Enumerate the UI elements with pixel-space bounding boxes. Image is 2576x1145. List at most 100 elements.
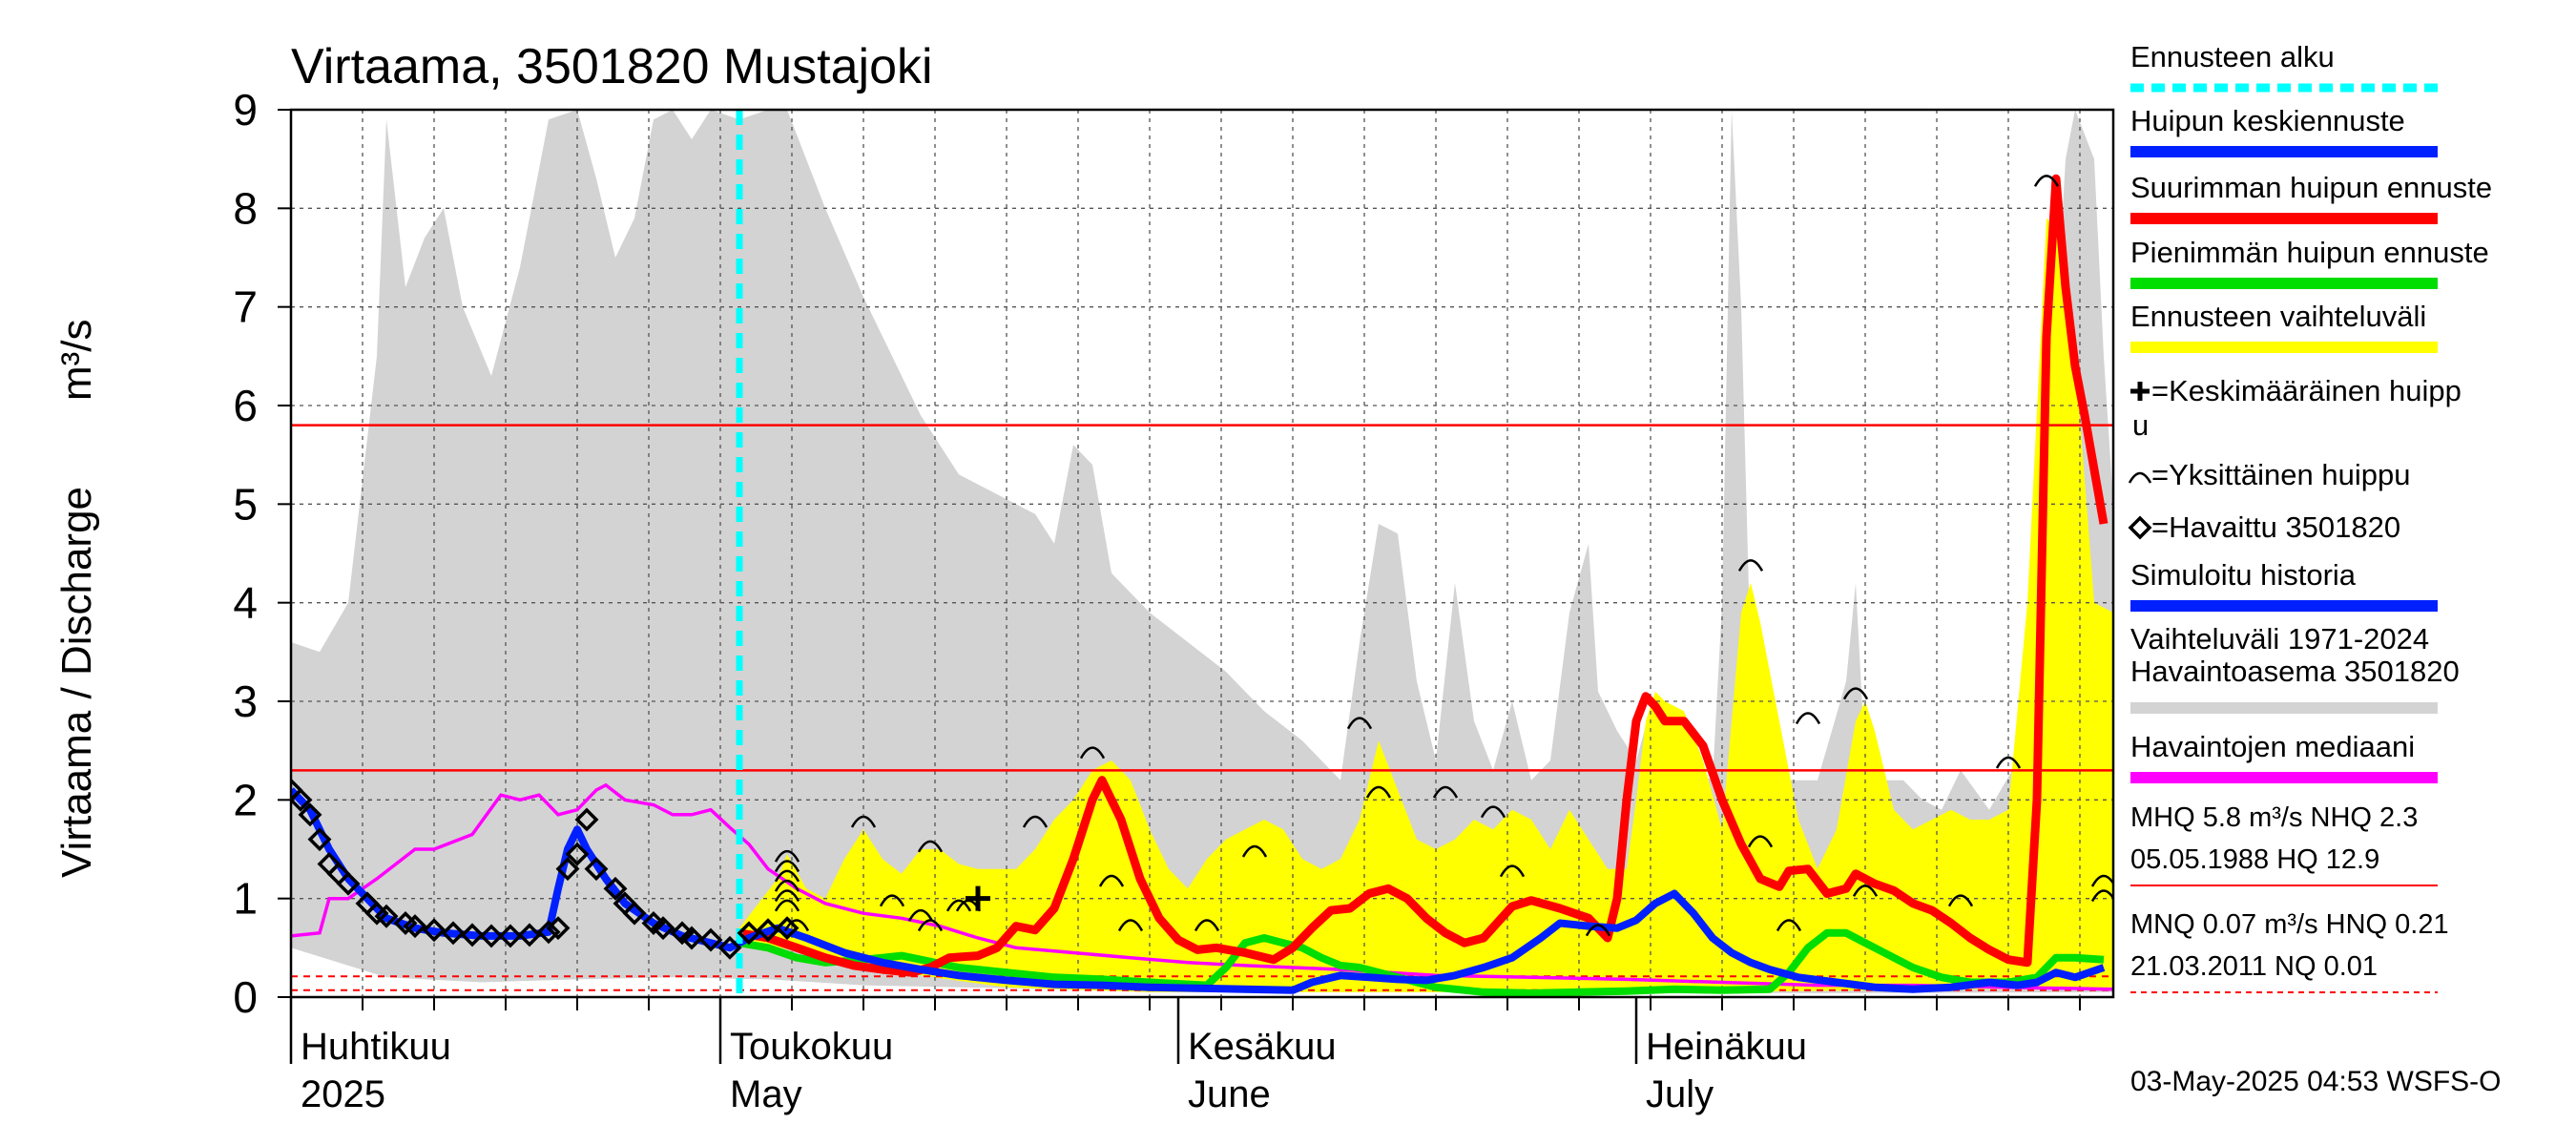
y-tick-label: 9: [233, 85, 258, 135]
legend-label: Havaintojen mediaani: [2130, 730, 2415, 763]
y-tick-label: 3: [233, 677, 258, 726]
single-peak-marker: [774, 849, 800, 863]
x-month-label-en: July: [1646, 1073, 1714, 1115]
x-axis: Huhtikuu 2025 Toukokuu May Kesäkuu June Heinäk…: [289, 997, 2081, 1115]
y-tick-label: 6: [233, 381, 258, 430]
single-peak-marker: [850, 815, 877, 828]
stats-line-2: 05.05.1988 HQ 12.9: [2130, 844, 2379, 875]
legend-label: Huipun keskiennuste: [2130, 104, 2405, 137]
legend-diamond-icon: [2128, 515, 2152, 540]
y-axis: 0 1 2 3 4 5 6 7 8 9: [233, 85, 291, 1022]
y-axis-label: Virtaama / Discharge: [53, 487, 100, 878]
plot-area: [289, 108, 2115, 999]
y-tick-label: 1: [233, 874, 258, 924]
y-tick-label: 2: [233, 775, 258, 824]
single-peak-marker: [2033, 175, 2060, 187]
mean-peak-marker: [966, 885, 990, 911]
plot-frame: [289, 108, 2115, 999]
observed-point: [651, 916, 675, 941]
single-peak-marker: [1995, 756, 2022, 769]
x-month-label-fi: Toukokuu: [730, 1026, 893, 1068]
observed-point: [422, 918, 447, 943]
observed-point: [403, 914, 427, 939]
single-peak-marker: [1432, 785, 1459, 799]
y-tick-label: 7: [233, 282, 258, 332]
single-peak-marker: [1365, 785, 1392, 799]
single-peak-marker: [1585, 924, 1611, 937]
single-peak-marker: [1737, 559, 1764, 572]
y-tick-label: 5: [233, 479, 258, 529]
legend-label: =Havaittu 3501820: [2151, 510, 2400, 544]
observed-point: [775, 916, 800, 941]
single-peak-marker: [1117, 919, 1144, 932]
single-peak-marker: [1346, 717, 1373, 730]
legend-label: Vaihteluväli 1971-2024: [2130, 622, 2429, 656]
legend-label: Suurimman huipun ennuste: [2130, 171, 2492, 204]
observed-point: [479, 924, 504, 948]
single-peak-marker: [1776, 919, 1802, 932]
observed-point: [698, 927, 723, 952]
single-peak-marker: [917, 840, 944, 853]
single-peak-marker: [1852, 885, 1879, 897]
max-peak-forecast-line: [738, 174, 2109, 977]
statistics-block: MHQ 5.8 m³/s NHQ 2.3 05.05.1988 HQ 12.9 …: [2130, 802, 2449, 993]
stats-line-3: MNQ 0.07 m³/s HNQ 0.21: [2130, 909, 2449, 940]
single-peak-marker: [774, 860, 800, 873]
plot-content: [291, 110, 2113, 997]
x-month-label-fi: Kesäkuu: [1188, 1026, 1337, 1068]
legend: Ennusteen alku Huipun keskiennuste Suurimm…: [2128, 40, 2492, 783]
observed-point: [307, 827, 332, 852]
single-peak-marker: [1795, 712, 1821, 725]
legend-label-line2: u: [2132, 408, 2149, 442]
x-month-label-en: May: [730, 1073, 802, 1115]
x-month-label-en: 2025: [301, 1073, 385, 1115]
x-month-label-fi: Huhtikuu: [301, 1026, 451, 1068]
observed-point: [336, 871, 361, 896]
observed-point: [737, 921, 761, 946]
observed-point: [536, 920, 561, 945]
single-peak-marker: [907, 908, 934, 922]
single-peak-marker: [1480, 805, 1506, 819]
y-tick-label: 0: [233, 972, 258, 1022]
mean-peak-forecast-line: [291, 787, 2106, 994]
single-peak-marker: [1194, 919, 1220, 932]
legend-label: =Keskimääräinen huipp: [2151, 374, 2462, 407]
observed-point: [603, 876, 628, 901]
single-peak-marker: [1022, 815, 1049, 828]
legend-label: Ennusteen alku: [2130, 40, 2335, 73]
single-peak-marker: [1098, 874, 1125, 887]
y-tick-label: 8: [233, 183, 258, 233]
legend-label: Simuloitu historia: [2130, 558, 2357, 592]
legend-label: Pienimmän huipun ennuste: [2130, 236, 2489, 269]
legend-label: Ennusteen vaihteluväli: [2130, 300, 2426, 333]
single-peak-marker: [1079, 746, 1106, 760]
observed-point: [291, 787, 313, 812]
legend-arc-icon: [2128, 471, 2152, 484]
timestamp-footer: 03-May-2025 04:53 WSFS-O: [2130, 1066, 2502, 1097]
observed-point: [441, 921, 466, 946]
single-peak-marker: [1842, 687, 1869, 700]
observed-point: [298, 802, 322, 827]
legend-label-line2: Havaintoasema 3501820: [2130, 655, 2460, 688]
y-tick-label: 4: [233, 578, 258, 628]
observed-point: [584, 857, 609, 882]
single-peak-marker: [774, 889, 800, 903]
x-month-label-en: June: [1188, 1073, 1271, 1115]
observed-point: [756, 918, 780, 943]
observed-point: [498, 924, 523, 948]
observed-point: [555, 857, 580, 882]
observed-point: [622, 901, 647, 926]
y-axis-unit: m³/s: [53, 319, 100, 401]
observed-point: [574, 807, 599, 832]
observed-point: [679, 926, 704, 950]
stats-line-4: 21.03.2011 NQ 0.01: [2130, 951, 2378, 982]
single-peak-marker: [774, 869, 800, 883]
single-peak-marker: [917, 919, 944, 932]
legend-label: =Yksittäinen huippu: [2151, 458, 2410, 491]
stats-line-1: MHQ 5.8 m³/s NHQ 2.3: [2130, 802, 2418, 833]
observed-point: [460, 923, 485, 947]
observed-point: [517, 923, 542, 947]
single-peak-marker: [1747, 835, 1774, 848]
x-month-label-fi: Heinäkuu: [1646, 1026, 1807, 1068]
